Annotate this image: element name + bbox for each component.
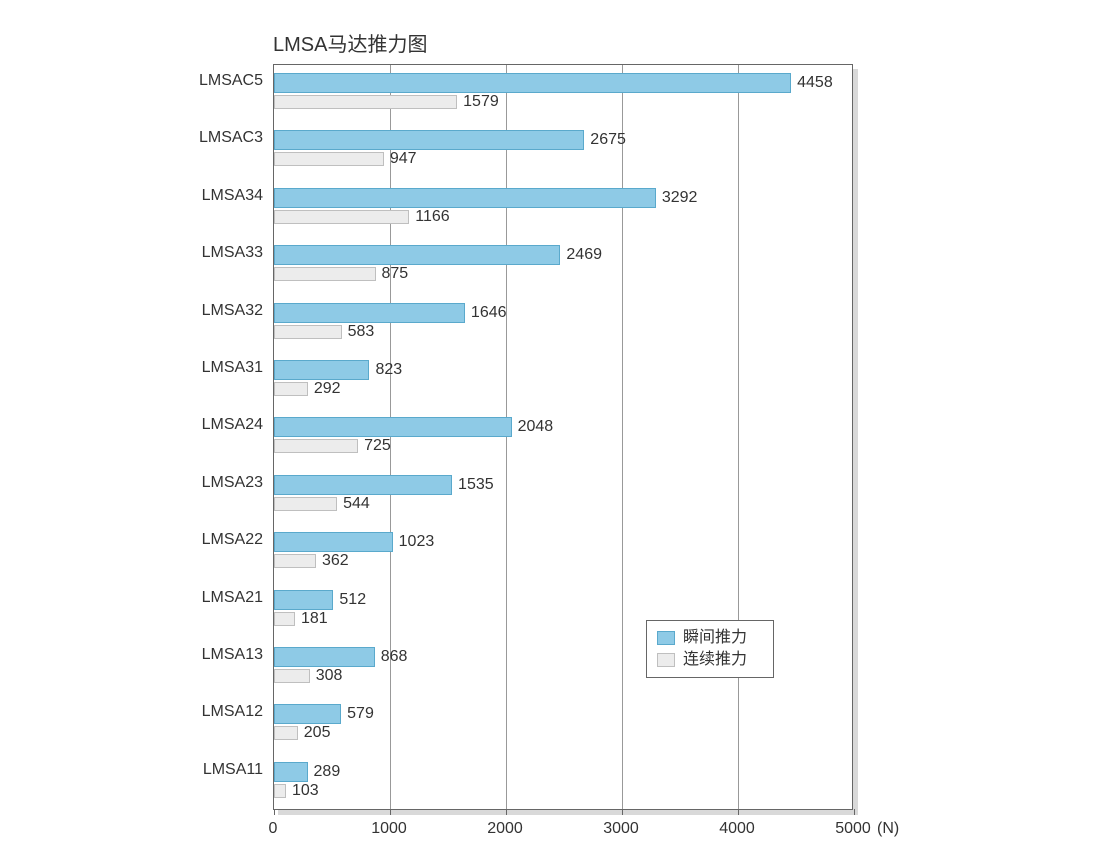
legend: 瞬间推力 连续推力 bbox=[646, 620, 774, 678]
bar-cont bbox=[274, 784, 286, 798]
bar-cont bbox=[274, 497, 337, 511]
bar-peak bbox=[274, 73, 791, 93]
bar-peak-value: 1023 bbox=[399, 533, 435, 551]
bar-peak-value: 2048 bbox=[518, 418, 554, 436]
category-label: LMSA34 bbox=[202, 187, 263, 205]
bar-peak bbox=[274, 417, 512, 437]
x-tick bbox=[390, 809, 391, 815]
bar-peak bbox=[274, 590, 333, 610]
bar-peak bbox=[274, 303, 465, 323]
bar-cont bbox=[274, 726, 298, 740]
category-label: LMSA33 bbox=[202, 244, 263, 262]
bar-cont-value: 947 bbox=[390, 150, 417, 168]
bar-cont bbox=[274, 95, 457, 109]
bar-cont-value: 544 bbox=[343, 495, 370, 513]
bar-cont-value: 308 bbox=[316, 667, 343, 685]
legend-item-cont: 连续推力 bbox=[657, 649, 763, 671]
x-tick bbox=[738, 809, 739, 815]
bar-cont bbox=[274, 439, 358, 453]
legend-label-peak: 瞬间推力 bbox=[683, 627, 747, 649]
x-tick bbox=[274, 809, 275, 815]
bar-peak bbox=[274, 647, 375, 667]
legend-label-cont: 连续推力 bbox=[683, 649, 747, 671]
chart-title: LMSA马达推力图 bbox=[273, 28, 427, 57]
plot-area: 4458 1579 2675 947 3292 1166 2469 875 1646 583 823… bbox=[273, 64, 853, 810]
x-tick-label: 5000 bbox=[835, 820, 871, 838]
bar-peak bbox=[274, 532, 393, 552]
bar-cont-value: 1166 bbox=[415, 208, 449, 226]
bar-peak-value: 579 bbox=[347, 705, 374, 723]
bar-cont bbox=[274, 325, 342, 339]
bar-peak-value: 512 bbox=[339, 591, 366, 609]
x-tick-label: 1000 bbox=[371, 820, 407, 838]
bar-cont bbox=[274, 210, 409, 224]
gridline bbox=[738, 65, 739, 809]
plot-shadow-bottom bbox=[278, 810, 858, 815]
thrust-chart: LMSA马达推力图 4458 1579 2675 947 3292 1166 2469 875… bbox=[0, 0, 1104, 863]
bar-cont-value: 292 bbox=[314, 380, 341, 398]
category-label: LMSA12 bbox=[202, 703, 263, 721]
category-label: LMSA23 bbox=[202, 474, 263, 492]
x-unit-label: (N) bbox=[877, 820, 899, 838]
category-label: LMSA22 bbox=[202, 531, 263, 549]
bar-cont bbox=[274, 267, 376, 281]
bar-peak bbox=[274, 704, 341, 724]
gridline bbox=[622, 65, 623, 809]
bar-peak-value: 1535 bbox=[458, 476, 494, 494]
bar-cont-value: 103 bbox=[292, 782, 319, 800]
x-tick-label: 0 bbox=[269, 820, 278, 838]
bar-cont-value: 725 bbox=[364, 437, 391, 455]
bar-cont-value: 583 bbox=[348, 323, 375, 341]
bar-peak bbox=[274, 245, 560, 265]
legend-swatch-cont bbox=[657, 653, 675, 667]
bar-cont-value: 205 bbox=[304, 724, 331, 742]
bar-peak-value: 2469 bbox=[566, 246, 602, 264]
bar-peak-value: 4458 bbox=[797, 74, 833, 92]
category-label: LMSA11 bbox=[203, 761, 263, 779]
x-tick-label: 4000 bbox=[719, 820, 755, 838]
category-label: LMSA31 bbox=[202, 359, 263, 377]
bar-peak-value: 823 bbox=[375, 361, 402, 379]
x-tick bbox=[622, 809, 623, 815]
category-label: LMSA24 bbox=[202, 416, 263, 434]
legend-item-peak: 瞬间推力 bbox=[657, 627, 763, 649]
bar-cont-value: 875 bbox=[382, 265, 409, 283]
bar-cont-value: 1579 bbox=[463, 93, 499, 111]
category-label: LMSA32 bbox=[202, 302, 263, 320]
bar-peak bbox=[274, 475, 452, 495]
bar-cont bbox=[274, 554, 316, 568]
bar-peak-value: 1646 bbox=[471, 304, 507, 322]
category-label: LMSA21 bbox=[202, 589, 263, 607]
bar-peak bbox=[274, 762, 308, 782]
bar-cont-value: 362 bbox=[322, 552, 349, 570]
x-tick bbox=[854, 809, 855, 815]
legend-swatch-peak bbox=[657, 631, 675, 645]
bar-peak-value: 289 bbox=[314, 763, 341, 781]
bar-peak bbox=[274, 130, 584, 150]
category-label: LMSAC5 bbox=[199, 72, 263, 90]
x-tick bbox=[506, 809, 507, 815]
bar-cont bbox=[274, 382, 308, 396]
bar-peak-value: 3292 bbox=[662, 189, 698, 207]
plot-shadow-right bbox=[853, 69, 858, 815]
bar-cont bbox=[274, 612, 295, 626]
category-label: LMSAC3 bbox=[199, 129, 263, 147]
x-tick-label: 2000 bbox=[487, 820, 523, 838]
bar-cont bbox=[274, 152, 384, 166]
bar-peak-value: 868 bbox=[381, 648, 408, 666]
bar-peak bbox=[274, 188, 656, 208]
bar-cont-value: 181 bbox=[301, 610, 328, 628]
category-label: LMSA13 bbox=[202, 646, 263, 664]
bar-peak bbox=[274, 360, 369, 380]
x-tick-label: 3000 bbox=[603, 820, 639, 838]
bar-peak-value: 2675 bbox=[590, 131, 626, 149]
bar-cont bbox=[274, 669, 310, 683]
